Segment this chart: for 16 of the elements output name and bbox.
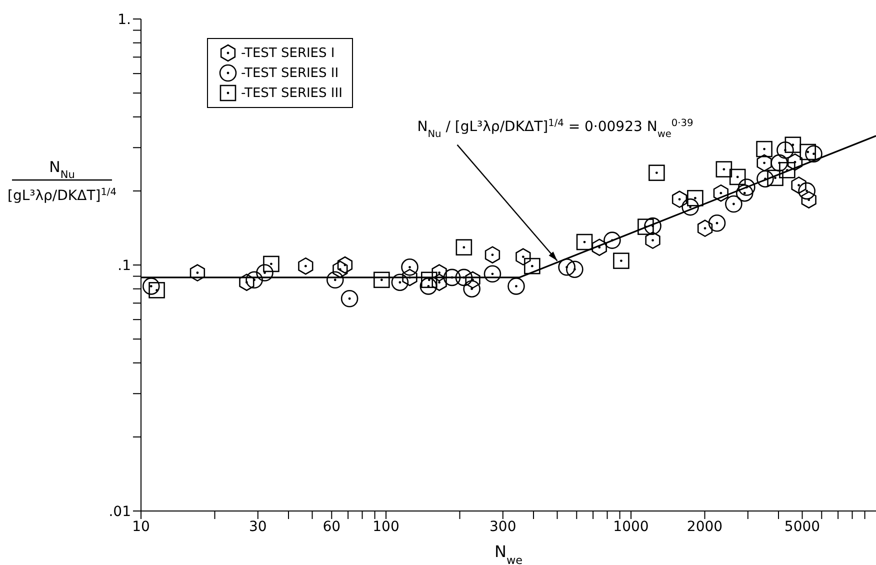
y-tick-label: .1 <box>118 258 131 274</box>
legend-label: -TEST SERIES I <box>241 46 335 60</box>
x-tick-label: 5000 <box>784 518 820 535</box>
x-tick-label: 60 <box>322 518 341 535</box>
x-tick-label: 10 <box>132 518 150 535</box>
x-tick-label: 30 <box>248 518 267 535</box>
x-tick-label: 100 <box>372 518 400 535</box>
legend-label: -TEST SERIES III <box>241 86 342 100</box>
x-tick-label: 300 <box>490 518 516 535</box>
x-tick-label: 1000 <box>613 518 649 535</box>
y-axis-title: N$_{Nu}$ [gL³λρ/DKΔT]$^{1/4}$ <box>8 158 116 204</box>
legend-label: -TEST SERIES II <box>241 66 339 80</box>
x-tick-label: 2000 <box>686 518 723 535</box>
y-tick-label: .01 <box>108 504 131 520</box>
y-tick-label: 1. <box>118 12 131 28</box>
x-axis-title: N$_{we}$ <box>494 542 523 565</box>
